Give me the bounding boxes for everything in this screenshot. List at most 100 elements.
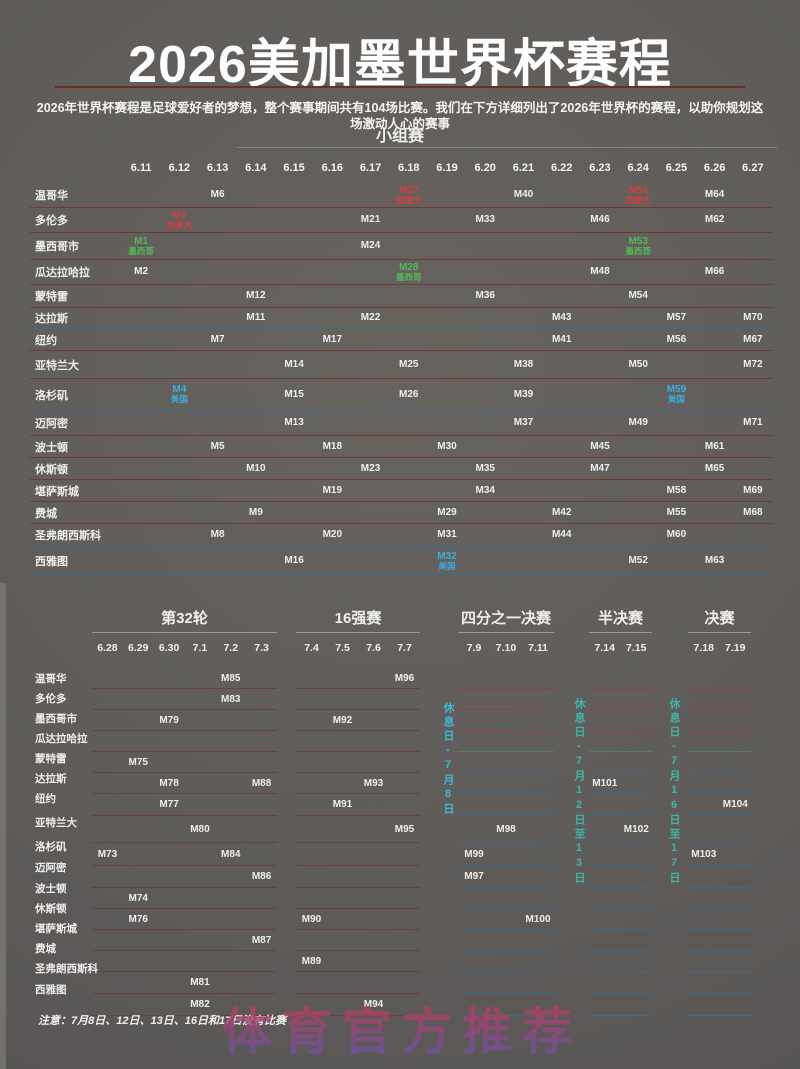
city-label: 休斯顿 [35,463,68,476]
city-label: 亚特兰大 [35,359,79,372]
city-row: M76 [92,909,277,930]
city-row [589,866,652,888]
match-number: M60 [666,529,687,541]
date-label: 7.9 [466,642,482,654]
match-cell: M4 美国 [160,384,198,405]
match-cell: M79 [159,714,179,726]
match-number: M26 [399,388,419,400]
city-label: 达拉斯 [35,313,68,325]
match-cell: M24 [351,240,389,251]
match-cell: M49 [619,417,657,428]
match-number: M25 [399,358,419,370]
city-label: 西雅图 [35,556,68,568]
match-cell: M58 [657,485,695,496]
match-number: M30 [437,440,457,452]
city-row [688,888,751,909]
section-title-underline [296,632,420,633]
match-cell: M52 [619,555,657,566]
city-row [458,994,554,1016]
city-label: 波士顿 [35,441,68,454]
city-row [589,752,652,773]
date-label: 7.11 [528,642,548,654]
watermark: 体育官方推荐 [222,992,582,1064]
match-number: M17 [322,333,343,345]
city-row: 瓜达拉哈拉 M2 M28 墨西哥 M48 M66 [30,260,772,285]
match-cell: M16 [275,555,313,566]
city-label: 亚特兰大 [35,816,77,829]
city-row [589,843,652,866]
match-number: M64 [704,189,725,201]
date-label: 6.26 [703,162,726,174]
city-label: 休斯顿 [35,902,67,915]
match-number: M35 [475,462,495,474]
match-number: M48 [590,266,610,278]
city-row: 亚特兰大 M14 M25 M38 M50 M72 [30,351,772,379]
section-title-underline [589,632,652,633]
match-number: M52 [628,555,648,567]
match-country: 墨西哥 [396,271,422,282]
match-cell: M9 [237,507,275,518]
city-label: 波士顿 [35,882,67,895]
match-cell: M68 [734,507,772,518]
date-label: 6.28 [97,642,118,654]
schedule-note: 注意：7月8日、12日、13日、16日和17日没有比赛 [38,1015,287,1027]
city-row [589,909,652,930]
group-stage-title-underline [237,147,777,148]
match-cell: M32 美国 [428,551,466,572]
match-number: M1 [134,235,149,247]
match-cell: M73 [97,848,118,860]
date-label: 6.19 [436,162,458,174]
match-cell: M28 墨西哥 [390,262,428,283]
city-row [458,710,554,731]
date-label: 6.30 [158,642,180,654]
city-row: M78 M88 [92,773,277,794]
match-cell: M90 [301,913,322,925]
city-row: 费城 M9 M29 M42 M55 M68 [30,502,772,524]
city-row [296,888,420,909]
date-label: 6.14 [245,162,267,174]
knockout-city-labels: 温哥华 多伦多 墨西哥市 瓜达拉哈拉 蒙特雷 达拉斯 纽约 亚特兰大 洛杉矶 迈阿密 波士顿 休斯顿堪… [30,668,125,1000]
page-edge-strip [0,583,6,1069]
date-label: 6.12 [168,162,191,174]
city-label: 堪萨斯城 [35,922,77,935]
match-country: 美国 [667,394,685,405]
section-title: 第32轮 [161,609,208,627]
section-date-header: 7.4 7.5 7.6 7.7 [296,633,420,663]
city-row: M91 [296,794,420,816]
match-cell: M44 [543,529,581,540]
date-label: 7.1 [192,642,208,654]
match-number: M31 [437,529,457,541]
city-row [296,731,420,752]
match-country: 墨西哥 [625,245,651,256]
match-number: M44 [551,529,572,541]
match-number: M37 [513,417,534,429]
match-cell: M7 [198,334,236,345]
city-row: M85 [92,668,277,689]
match-cell: M62 [696,214,734,225]
match-number: M56 [666,333,687,345]
city-row: 圣弗朗西斯科 M8 M20 M31 M44 M60 [30,524,772,547]
match-cell: M84 [221,848,241,860]
match-number: M3 [172,209,187,221]
city-label: 蒙特雷 [35,291,68,303]
match-cell: M17 [313,334,351,345]
match-cell: M22 [351,312,389,323]
date-label: 6.27 [742,162,764,174]
date-label: 7.15 [626,642,647,654]
section-date-header: 6.28 6.29 6.30 7.1 7.2 7.3 [92,633,277,663]
city-row [688,972,751,994]
match-country: 墨西哥 [128,245,154,256]
match-cell: M63 [696,555,734,566]
match-number: M19 [322,484,343,496]
city-row [589,888,652,909]
city-row [688,930,751,951]
city-row [688,731,751,752]
city-row: M83 [92,689,277,710]
match-country: 美国 [438,560,456,571]
match-number: M13 [284,417,304,429]
section-title-underline [92,632,277,633]
city-row [458,972,554,994]
section-date-header: 7.9 7.10 7.11 [458,633,554,663]
match-cell: M1 墨西哥 [122,236,160,257]
knockout-section-round-of-32: 第32轮 6.28 6.29 6.30 7.1 7.2 7.3 M85 M83 M79 M75 M… [92,602,277,1016]
